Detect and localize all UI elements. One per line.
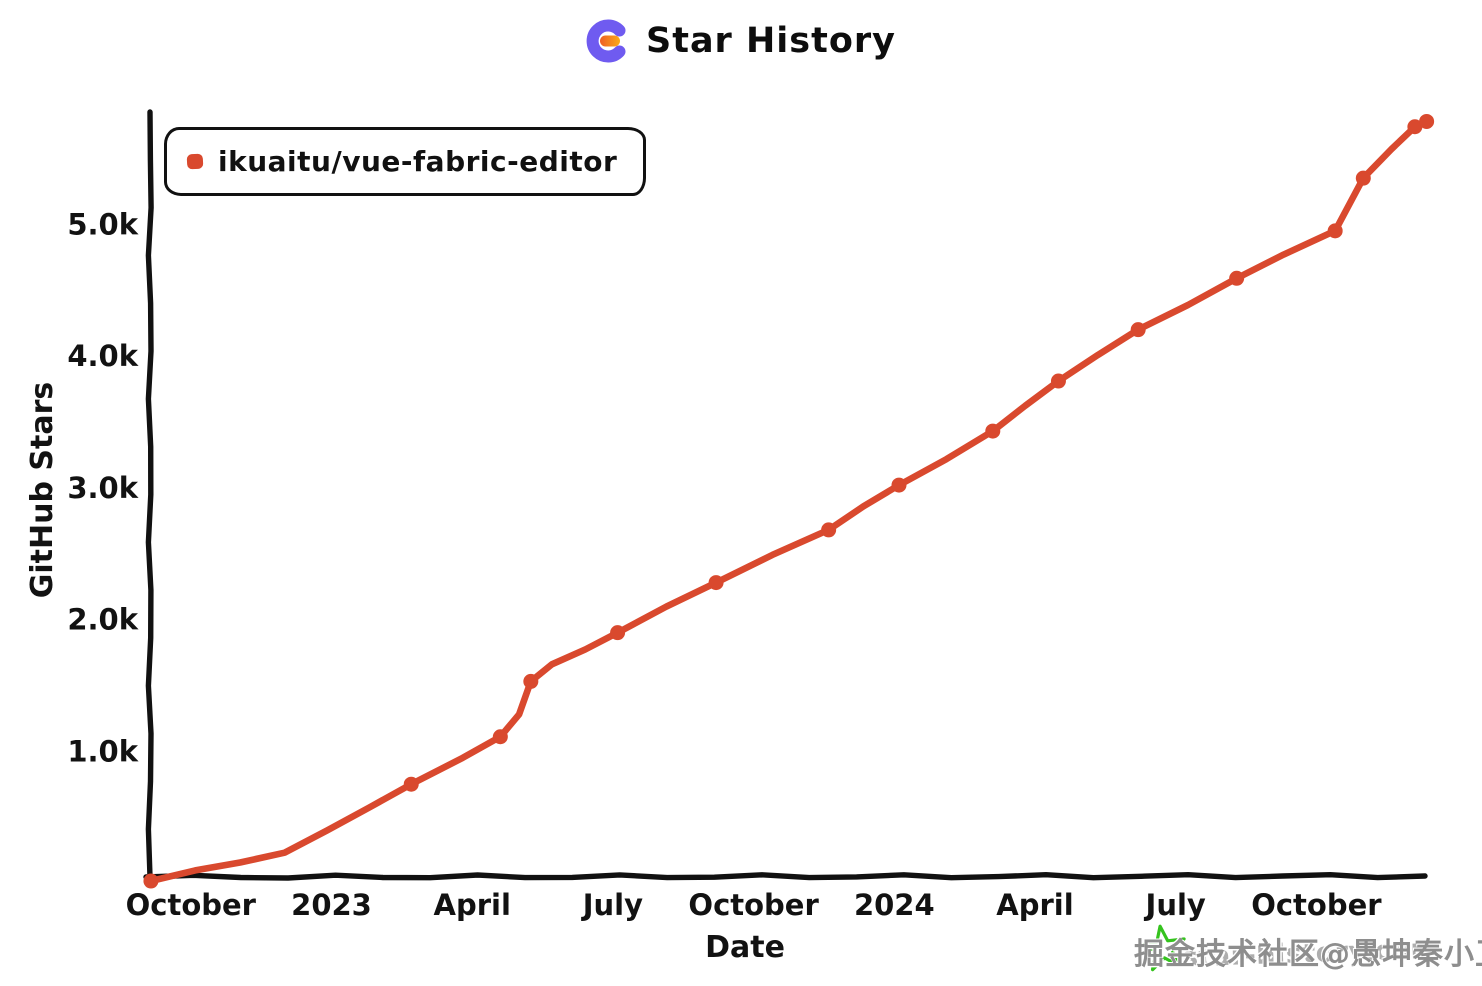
x-tick-label: July	[1144, 888, 1206, 922]
y-tick-label: 1.0k	[67, 734, 138, 768]
data-point[interactable]	[523, 673, 539, 689]
data-point[interactable]	[985, 423, 1001, 439]
header: Star History	[0, 18, 1482, 64]
x-axis-label: Date	[705, 930, 785, 965]
legend-box[interactable]: ikuaitu/vue-fabric-editor	[164, 127, 647, 196]
x-tick-label: 2024	[854, 888, 935, 922]
series-marker-icon	[186, 153, 204, 170]
x-tick-label: July	[581, 888, 643, 922]
data-point[interactable]	[1407, 119, 1423, 135]
star-icon	[1140, 924, 1186, 972]
x-tick-label: October	[1251, 888, 1382, 922]
data-point[interactable]	[403, 776, 419, 792]
data-point[interactable]	[143, 873, 159, 889]
x-tick-label: April	[434, 888, 511, 922]
legend-series-label: ikuaitu/vue-fabric-editor	[218, 145, 618, 178]
y-tick-label: 4.0k	[67, 339, 138, 373]
x-tick-label: October	[688, 888, 819, 922]
y-tick-label: 3.0k	[67, 471, 138, 505]
data-point[interactable]	[1050, 373, 1066, 389]
y-tick-label: 5.0k	[67, 207, 138, 241]
x-axis-line	[143, 871, 1428, 881]
data-point[interactable]	[1229, 270, 1245, 286]
data-point[interactable]	[891, 477, 907, 493]
y-axis-label: GitHub Stars	[25, 382, 60, 598]
data-point[interactable]	[821, 522, 837, 538]
star-history-logo-icon	[586, 19, 626, 63]
data-point[interactable]	[1130, 322, 1146, 338]
series-line	[147, 118, 1430, 885]
watermark: star-history.com 掘金技术社区@愚坤秦小卫	[1134, 922, 1482, 984]
x-tick-label: October	[126, 888, 257, 922]
data-point[interactable]	[1419, 113, 1435, 129]
y-tick-label: 2.0k	[67, 603, 138, 637]
watermark-overlay-text: 掘金技术社区@愚坤秦小卫	[1134, 937, 1482, 972]
x-tick-label: April	[996, 888, 1073, 922]
data-point[interactable]	[610, 625, 626, 641]
page-title: Star History	[646, 21, 896, 61]
data-point[interactable]	[1327, 223, 1343, 239]
data-point[interactable]	[492, 729, 508, 745]
x-tick-label: 2023	[291, 888, 372, 922]
y-axis-line	[145, 109, 154, 880]
data-point[interactable]	[1355, 170, 1371, 186]
data-point[interactable]	[708, 575, 724, 591]
